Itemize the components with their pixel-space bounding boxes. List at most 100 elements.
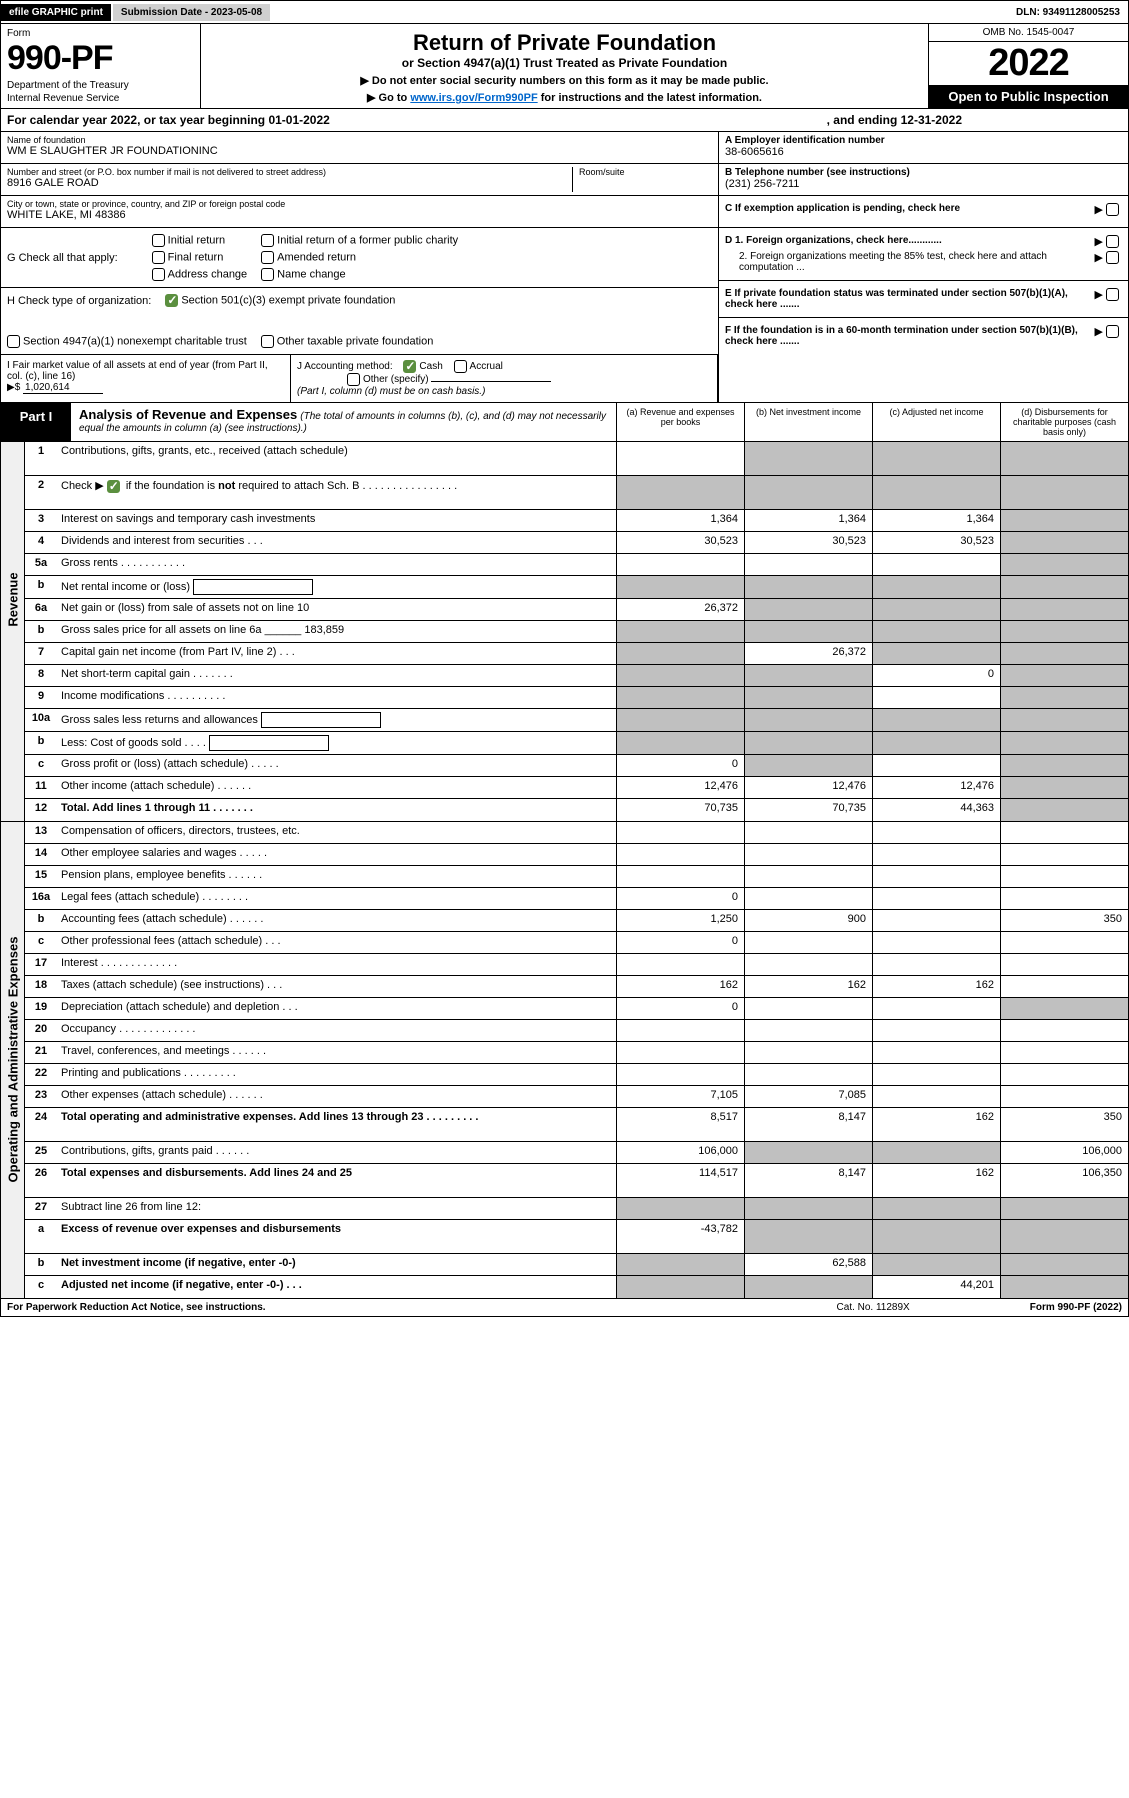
table-row: 3Interest on savings and temporary cash … [25, 510, 1128, 532]
cell [1000, 732, 1128, 754]
table-row: bGross sales price for all assets on lin… [25, 621, 1128, 643]
table-row: 25Contributions, gifts, grants paid . . … [25, 1142, 1128, 1164]
cell [1000, 1064, 1128, 1085]
d-cell: D 1. Foreign organizations, check here..… [719, 228, 1128, 281]
cell [1000, 1086, 1128, 1107]
revenue-rows: 1Contributions, gifts, grants, etc., rec… [25, 442, 1128, 821]
chk-other-method[interactable] [347, 373, 360, 386]
submission-date: Submission Date - 2023-05-08 [113, 4, 270, 21]
cell [872, 442, 1000, 475]
line-description: Legal fees (attach schedule) . . . . . .… [57, 888, 616, 909]
cell [616, 1254, 744, 1275]
line-description: Net rental income or (loss) [57, 576, 616, 598]
table-row: 1Contributions, gifts, grants, etc., rec… [25, 442, 1128, 476]
table-row: 23Other expenses (attach schedule) . . .… [25, 1086, 1128, 1108]
cell [744, 932, 872, 953]
cell [1000, 687, 1128, 708]
c-cell: C If exemption application is pending, c… [719, 196, 1128, 228]
line-number: 6a [25, 599, 57, 620]
cell: 1,364 [872, 510, 1000, 531]
public-inspection: Open to Public Inspection [929, 85, 1128, 108]
chk-d2[interactable] [1106, 251, 1119, 264]
cell [616, 709, 744, 731]
cell [872, 844, 1000, 865]
fmv-value: 1,020,614 [23, 382, 103, 394]
cell [872, 599, 1000, 620]
foundation-name-cell: Name of foundation WM E SLAUGHTER JR FOU… [1, 132, 718, 164]
top-bar: efile GRAPHIC print Submission Date - 20… [0, 0, 1129, 24]
cell [744, 1142, 872, 1163]
chk-e[interactable] [1106, 288, 1119, 301]
chk-sch-b[interactable] [107, 480, 120, 493]
chk-d1[interactable] [1106, 235, 1119, 248]
cell [872, 1254, 1000, 1275]
table-row: 10aGross sales less returns and allowanc… [25, 709, 1128, 732]
line-description: Capital gain net income (from Part IV, l… [57, 643, 616, 664]
cell [616, 665, 744, 686]
chk-4947[interactable] [7, 335, 20, 348]
line-number: 1 [25, 442, 57, 475]
city-cell: City or town, state or province, country… [1, 196, 718, 228]
line-description: Contributions, gifts, grants paid . . . … [57, 1142, 616, 1163]
table-row: 19Depreciation (attach schedule) and dep… [25, 998, 1128, 1020]
cell [872, 888, 1000, 909]
cell [1000, 998, 1128, 1019]
cell: 114,517 [616, 1164, 744, 1197]
expenses-side-label: Operating and Administrative Expenses [1, 822, 25, 1298]
cell [744, 476, 872, 509]
cell [872, 709, 1000, 731]
chk-accrual[interactable] [454, 360, 467, 373]
cell: 1,364 [616, 510, 744, 531]
table-row: 21Travel, conferences, and meetings . . … [25, 1042, 1128, 1064]
line-description: Gross sales less returns and allowances [57, 709, 616, 731]
dept-treasury: Department of the Treasury [7, 80, 194, 91]
dept-irs: Internal Revenue Service [7, 93, 194, 104]
cell: 162 [872, 1164, 1000, 1197]
chk-initial-former[interactable] [261, 234, 274, 247]
part1-label: Part I [1, 403, 71, 441]
chk-amended[interactable] [261, 251, 274, 264]
table-row: 2Check ▶ if the foundation is not requir… [25, 476, 1128, 510]
chk-c[interactable] [1106, 203, 1119, 216]
cell [744, 755, 872, 776]
cell [616, 1020, 744, 1041]
chk-address-change[interactable] [152, 268, 165, 281]
cell: 7,085 [744, 1086, 872, 1107]
table-row: 4Dividends and interest from securities … [25, 532, 1128, 554]
chk-initial-return[interactable] [152, 234, 165, 247]
table-row: 18Taxes (attach schedule) (see instructi… [25, 976, 1128, 998]
table-row: 24Total operating and administrative exp… [25, 1108, 1128, 1142]
cell: 350 [1000, 910, 1128, 931]
chk-name-change[interactable] [261, 268, 274, 281]
cell [744, 732, 872, 754]
chk-cash[interactable] [403, 360, 416, 373]
line-number: 7 [25, 643, 57, 664]
cell [616, 822, 744, 843]
line-description: Subtract line 26 from line 12: [57, 1198, 616, 1219]
table-row: 9Income modifications . . . . . . . . . … [25, 687, 1128, 709]
goto-note: ▶ Go to www.irs.gov/Form990PF for instru… [211, 91, 918, 104]
expenses-table: Operating and Administrative Expenses 13… [0, 822, 1129, 1299]
chk-f[interactable] [1106, 325, 1119, 338]
cell [616, 866, 744, 887]
cell: 106,000 [1000, 1142, 1128, 1163]
cell [616, 1198, 744, 1219]
g-label: G Check all that apply: [7, 252, 118, 264]
ein-cell: A Employer identification number 38-6065… [719, 132, 1128, 164]
irs-link[interactable]: www.irs.gov/Form990PF [410, 92, 537, 104]
chk-final-return[interactable] [152, 251, 165, 264]
cell [744, 1042, 872, 1063]
cell [1000, 932, 1128, 953]
chk-501c3[interactable] [165, 294, 178, 307]
line-number: b [25, 621, 57, 642]
line-number: 25 [25, 1142, 57, 1163]
col-d-header: (d) Disbursements for charitable purpose… [1000, 403, 1128, 441]
line-description: Gross rents . . . . . . . . . . . [57, 554, 616, 575]
line-number: 3 [25, 510, 57, 531]
chk-other-taxable[interactable] [261, 335, 274, 348]
cell [744, 599, 872, 620]
cell: 162 [872, 976, 1000, 997]
table-row: 13Compensation of officers, directors, t… [25, 822, 1128, 844]
cell [872, 1220, 1000, 1253]
cell [744, 998, 872, 1019]
